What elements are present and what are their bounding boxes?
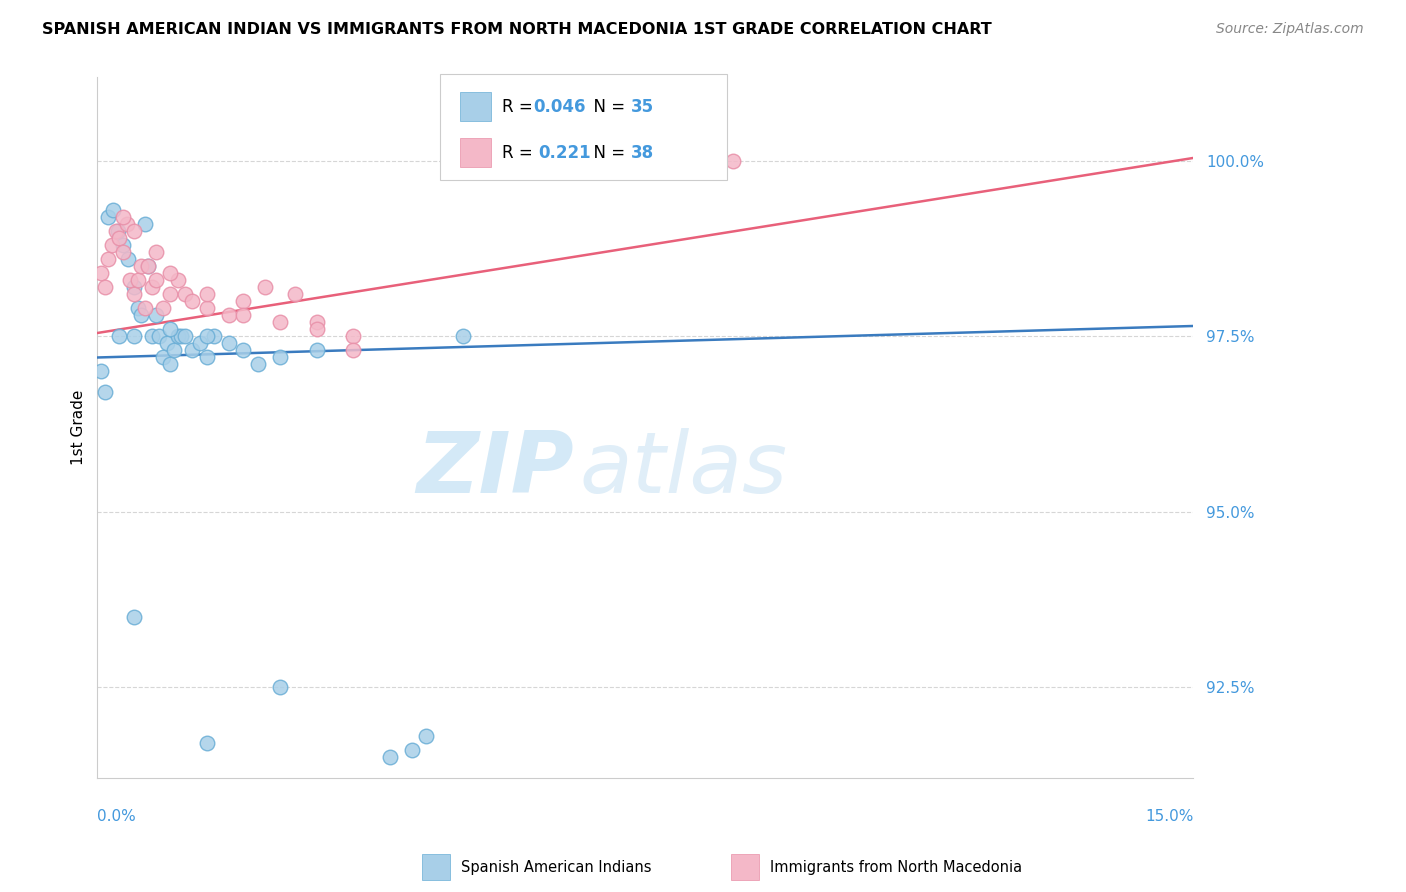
Text: 0.0%: 0.0%: [97, 809, 136, 824]
Point: [195, 287, 218, 301]
Point: [305, 343, 328, 358]
Text: atlas: atlas: [579, 428, 787, 511]
Point: [108, 329, 131, 343]
Point: [159, 287, 181, 301]
Point: [174, 287, 197, 301]
Point: [451, 329, 474, 343]
Point: [145, 273, 167, 287]
Point: [342, 343, 364, 358]
Point: [90, 267, 112, 281]
Text: Immigrants from North Macedonia: Immigrants from North Macedonia: [770, 860, 1022, 874]
Point: [141, 329, 163, 343]
Text: SPANISH AMERICAN INDIAN VS IMMIGRANTS FROM NORTH MACEDONIA 1ST GRADE CORRELATION: SPANISH AMERICAN INDIAN VS IMMIGRANTS FR…: [42, 22, 991, 37]
Text: 0.221: 0.221: [538, 144, 591, 161]
Point: [129, 260, 152, 274]
Point: [174, 329, 197, 343]
Point: [117, 252, 139, 267]
Point: [232, 309, 254, 323]
Point: [159, 267, 181, 281]
Point: [122, 609, 145, 624]
Point: [188, 336, 211, 351]
Point: [181, 343, 204, 358]
Point: [195, 351, 218, 365]
Text: R =: R =: [502, 97, 538, 116]
Point: [152, 301, 174, 316]
Point: [342, 329, 364, 343]
Point: [93, 280, 115, 294]
Text: ZIP: ZIP: [416, 428, 574, 511]
Point: [148, 329, 170, 343]
Point: [163, 343, 186, 358]
Point: [97, 211, 120, 225]
Point: [166, 273, 188, 287]
Point: [108, 231, 131, 245]
Point: [401, 742, 423, 756]
Point: [159, 322, 181, 336]
Point: [181, 294, 204, 309]
Point: [415, 729, 437, 743]
Text: Spanish American Indians: Spanish American Indians: [461, 860, 651, 874]
Point: [129, 309, 152, 323]
Point: [120, 273, 142, 287]
Point: [305, 316, 328, 330]
Point: [111, 245, 134, 260]
Y-axis label: 1st Grade: 1st Grade: [72, 390, 86, 466]
Point: [127, 273, 149, 287]
Point: [170, 329, 193, 343]
Point: [202, 329, 225, 343]
Point: [93, 385, 115, 400]
Point: [101, 238, 124, 252]
Point: [134, 218, 156, 232]
Text: R =: R =: [502, 144, 543, 161]
Point: [195, 329, 218, 343]
Point: [247, 358, 270, 372]
Point: [218, 309, 240, 323]
Point: [90, 364, 112, 378]
Text: N =: N =: [583, 97, 631, 116]
Text: N =: N =: [583, 144, 631, 161]
Point: [115, 218, 138, 232]
Point: [122, 224, 145, 238]
Text: 15.0%: 15.0%: [1144, 809, 1194, 824]
Point: [305, 322, 328, 336]
Point: [254, 280, 277, 294]
Text: 38: 38: [631, 144, 654, 161]
Point: [721, 154, 744, 169]
Text: Source: ZipAtlas.com: Source: ZipAtlas.com: [1216, 22, 1364, 37]
Point: [159, 358, 181, 372]
Point: [97, 252, 120, 267]
Point: [138, 260, 160, 274]
Point: [195, 735, 218, 749]
Text: 35: 35: [631, 97, 654, 116]
Point: [122, 280, 145, 294]
Point: [145, 309, 167, 323]
Point: [232, 343, 254, 358]
Point: [232, 294, 254, 309]
Point: [103, 203, 125, 218]
Point: [145, 245, 167, 260]
Point: [156, 336, 179, 351]
Point: [141, 280, 163, 294]
Point: [152, 351, 174, 365]
Point: [104, 224, 127, 238]
Point: [284, 287, 307, 301]
Point: [122, 287, 145, 301]
Point: [269, 680, 291, 694]
Point: [138, 260, 160, 274]
Point: [218, 336, 240, 351]
Point: [195, 301, 218, 316]
Point: [107, 224, 129, 238]
Point: [111, 238, 134, 252]
Point: [127, 301, 149, 316]
Point: [134, 301, 156, 316]
Point: [269, 316, 291, 330]
Point: [166, 329, 188, 343]
Text: 0.046: 0.046: [533, 97, 585, 116]
Point: [111, 211, 134, 225]
Point: [378, 749, 401, 764]
Point: [122, 329, 145, 343]
Point: [269, 351, 291, 365]
